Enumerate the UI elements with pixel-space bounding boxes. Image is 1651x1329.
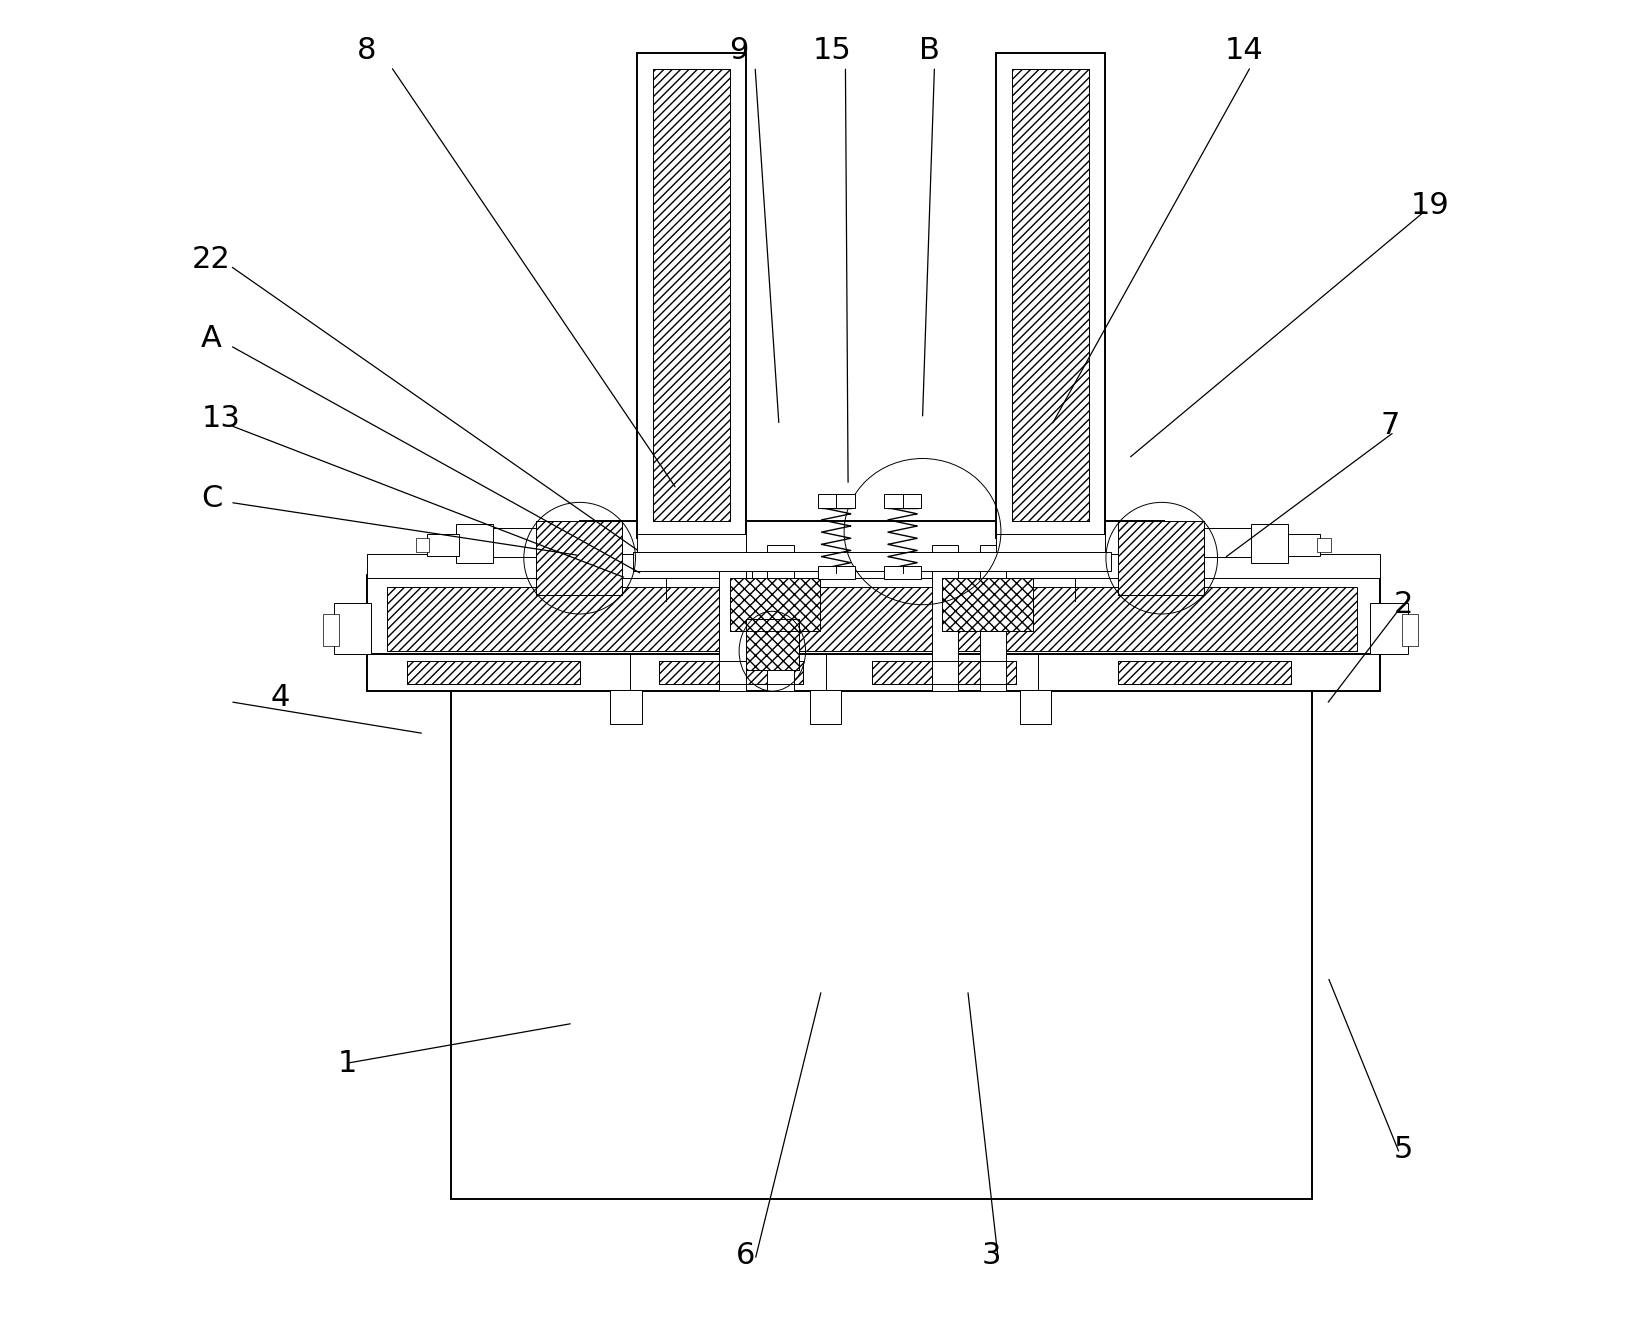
Bar	[428, 534, 459, 556]
Bar	[652, 69, 730, 521]
Bar	[883, 494, 921, 508]
Bar	[1156, 528, 1255, 557]
Text: 6: 6	[736, 1241, 756, 1271]
Bar	[1118, 661, 1291, 684]
Bar	[809, 690, 842, 724]
Bar	[451, 661, 1313, 1199]
Bar	[324, 614, 338, 646]
Bar	[1012, 69, 1088, 521]
Bar	[943, 578, 1034, 631]
Bar	[768, 545, 794, 691]
Bar	[1020, 690, 1052, 724]
Bar	[406, 661, 580, 684]
Text: 2: 2	[1393, 590, 1413, 619]
Bar	[943, 578, 1034, 631]
Bar	[1317, 538, 1331, 552]
Bar	[611, 690, 642, 724]
Bar	[1288, 534, 1319, 556]
Bar	[746, 619, 799, 670]
Bar	[652, 69, 730, 521]
Bar	[1118, 521, 1204, 595]
Bar	[872, 661, 1015, 684]
Text: B: B	[918, 36, 939, 65]
Bar	[1118, 661, 1291, 684]
Text: 14: 14	[1225, 36, 1263, 65]
Bar	[334, 603, 371, 654]
Bar	[406, 661, 580, 684]
Bar	[367, 575, 1380, 658]
Text: A: A	[201, 324, 221, 354]
Bar	[580, 521, 1164, 558]
Bar	[367, 654, 1380, 691]
Bar	[637, 53, 746, 538]
Bar	[1402, 614, 1418, 646]
Bar	[632, 552, 1111, 571]
Bar	[986, 554, 1157, 578]
Text: 5: 5	[1393, 1135, 1413, 1164]
Bar	[456, 524, 494, 563]
Bar	[730, 578, 821, 631]
Bar	[730, 578, 821, 631]
Bar	[883, 566, 921, 579]
Bar	[872, 661, 1015, 684]
Bar	[659, 661, 802, 684]
Bar	[367, 554, 1380, 578]
Bar	[1370, 603, 1408, 654]
Bar	[537, 521, 622, 595]
Bar	[996, 53, 1105, 538]
Bar	[1251, 524, 1288, 563]
Bar	[580, 554, 753, 578]
Bar	[931, 545, 958, 691]
Text: 1: 1	[337, 1049, 357, 1078]
Text: 13: 13	[201, 404, 241, 433]
Bar	[416, 538, 429, 552]
Bar	[996, 534, 1105, 554]
Bar	[487, 528, 586, 557]
Text: 9: 9	[730, 36, 750, 65]
Text: 7: 7	[1380, 411, 1400, 440]
Bar	[1012, 69, 1088, 521]
Text: 19: 19	[1412, 191, 1450, 221]
Text: 8: 8	[357, 36, 376, 65]
Text: 22: 22	[192, 245, 231, 274]
Text: C: C	[201, 484, 223, 513]
Bar	[746, 619, 799, 670]
Bar	[637, 534, 746, 554]
Bar	[386, 587, 1357, 651]
Text: 3: 3	[982, 1241, 1002, 1271]
Bar	[659, 661, 802, 684]
Bar	[1118, 521, 1204, 595]
Bar	[537, 521, 622, 595]
Bar	[720, 545, 746, 691]
Bar	[817, 494, 855, 508]
Bar	[979, 545, 1005, 691]
Text: 4: 4	[271, 683, 291, 712]
Bar	[817, 566, 855, 579]
Text: 15: 15	[812, 36, 852, 65]
